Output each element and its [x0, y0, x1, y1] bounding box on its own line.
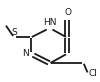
- Text: N: N: [23, 49, 29, 58]
- Text: HN: HN: [43, 18, 56, 27]
- Text: O: O: [64, 8, 71, 17]
- Text: S: S: [11, 28, 17, 37]
- Text: Cl: Cl: [89, 69, 98, 78]
